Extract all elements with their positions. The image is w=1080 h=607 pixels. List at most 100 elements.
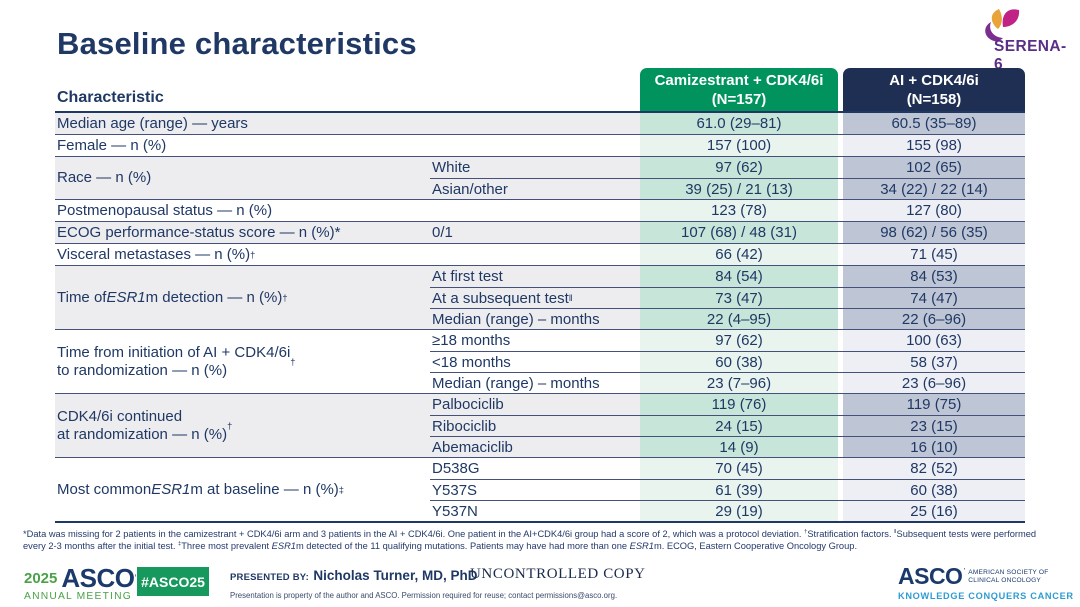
table-group: ECOG performance-status score — n (%)* 0/… xyxy=(55,221,1025,243)
value-ai: 23 (15) xyxy=(843,416,1025,436)
characteristic-label: Female — n (%) xyxy=(55,135,430,156)
table-group: Most common ESR1 m at baseline — n (%) ‡ D5… xyxy=(55,457,1025,521)
table-group: Time from initiation of AI + CDK4/6i to r… xyxy=(55,329,1025,393)
value-camizestrant: 107 (68) / 48 (31) xyxy=(640,222,838,243)
value-camizestrant: 70 (45) xyxy=(640,458,838,479)
hashtag-badge: #ASCO25 xyxy=(137,567,209,596)
column-gap xyxy=(838,157,843,178)
value-camizestrant: 157 (100) xyxy=(640,135,838,156)
group-rows: At first test 84 (54) 84 (53) At a subseque… xyxy=(430,266,1025,329)
permission-note: Presentation is property of the author a… xyxy=(230,591,618,600)
column-header-label: AI + CDK4/6i xyxy=(889,71,979,89)
characteristic-label: ECOG performance-status score — n (%)* xyxy=(55,222,430,243)
column-gap xyxy=(838,480,843,500)
registered-mark: ’ xyxy=(963,567,966,576)
value-camizestrant: 73 (47) xyxy=(640,288,838,308)
table-row: At a subsequent test ‖ 73 (47) 74 (47) xyxy=(430,287,1025,308)
table-row: Y537S 61 (39) 60 (38) xyxy=(430,479,1025,500)
asco-society-line-2: CLINICAL ONCOLOGY xyxy=(968,576,1042,584)
value-ai: 127 (80) xyxy=(843,200,1025,221)
characteristic-label: Race — n (%) xyxy=(55,157,430,199)
table-row: At first test 84 (54) 84 (53) xyxy=(430,266,1025,287)
characteristic-label: Postmenopausal status — n (%) xyxy=(55,200,430,221)
column-gap xyxy=(838,309,843,329)
sub-label: 0/1 xyxy=(430,222,640,243)
value-camizestrant: 22 (4–95) xyxy=(640,309,838,329)
asco-org-logo: ASCO ’ AMERICAN SOCIETY OF CLINICAL ONCO… xyxy=(898,563,1074,601)
column-gap xyxy=(838,179,843,199)
table-row: Ribociclib 24 (15) 23 (15) xyxy=(430,415,1025,436)
group-rows: White 97 (62) 102 (65) Asian/other 39 (25) /… xyxy=(430,157,1025,199)
value-ai: 60.5 (35–89) xyxy=(843,113,1025,134)
value-ai: 71 (45) xyxy=(843,244,1025,265)
value-ai: 22 (6–96) xyxy=(843,309,1025,329)
column-gap xyxy=(838,501,843,521)
table-row: <18 months 60 (38) 58 (37) xyxy=(430,351,1025,372)
characteristic-label: Time from initiation of AI + CDK4/6i to r… xyxy=(55,330,430,393)
value-ai: 23 (6–96) xyxy=(843,373,1025,393)
sub-label: Asian/other xyxy=(430,179,640,199)
value-camizestrant: 60 (38) xyxy=(640,352,838,372)
sub-label: At a subsequent test ‖ xyxy=(430,288,640,308)
characteristic-label: Median age (range) — years xyxy=(55,113,430,134)
footnotes: *Data was missing for 2 patients in the … xyxy=(23,529,1063,552)
group-rows: ≥18 months 97 (62) 100 (63) <18 months 60 (3… xyxy=(430,330,1025,393)
asco-society-lines: AMERICAN SOCIETY OF CLINICAL ONCOLOGY xyxy=(968,569,1048,584)
value-ai: 60 (38) xyxy=(843,480,1025,500)
column-gap xyxy=(838,373,843,393)
presenter-name: Nicholas Turner, MD, PhD xyxy=(313,568,478,583)
characteristic-label: Time of ESR1 m detection — n (%) † xyxy=(55,266,430,329)
characteristic-label: CDK4/6i continued at randomization — n (%… xyxy=(55,394,430,457)
column-gap xyxy=(838,113,843,134)
baseline-characteristics-table: Characteristic Camizestrant + CDK4/6i (N… xyxy=(55,67,1025,523)
group-rows: D538G 70 (45) 82 (52) Y537S 61 (39) 60 (38) Y5… xyxy=(430,458,1025,521)
value-camizestrant: 29 (19) xyxy=(640,501,838,521)
value-camizestrant: 123 (78) xyxy=(640,200,838,221)
table-body: Median age (range) — years 61.0 (29–81) 60… xyxy=(55,111,1025,523)
sub-label: D538G xyxy=(430,458,640,479)
group-rows: 157 (100) 155 (98) xyxy=(430,135,1025,156)
sub-label: <18 months xyxy=(430,352,640,372)
sub-label xyxy=(430,113,640,134)
column-header-camizestrant: Camizestrant + CDK4/6i (N=157) xyxy=(640,68,838,111)
value-ai: 82 (52) xyxy=(843,458,1025,479)
column-gap xyxy=(838,394,843,415)
value-ai: 58 (37) xyxy=(843,352,1025,372)
meeting-year: 2025 xyxy=(24,569,58,587)
table-row: Asian/other 39 (25) / 21 (13) 34 (22) / 22… xyxy=(430,178,1025,199)
value-camizestrant: 14 (9) xyxy=(640,437,838,457)
group-rows: Palbociclib 119 (76) 119 (75) Ribociclib 24 … xyxy=(430,394,1025,457)
column-header-n: (N=158) xyxy=(906,90,962,108)
table-row: Y537N 29 (19) 25 (16) xyxy=(430,500,1025,521)
table-row: 157 (100) 155 (98) xyxy=(430,135,1025,156)
column-gap xyxy=(838,222,843,243)
table-row: 66 (42) 71 (45) xyxy=(430,244,1025,265)
table-group: Median age (range) — years 61.0 (29–81) 60… xyxy=(55,113,1025,134)
value-ai: 98 (62) / 56 (35) xyxy=(843,222,1025,243)
value-ai: 84 (53) xyxy=(843,266,1025,287)
table-group: Visceral metastases — n (%) † 66 (42) 71 (4… xyxy=(55,243,1025,265)
sub-label: Ribociclib xyxy=(430,416,640,436)
serena-logo-text: SERENA-6 xyxy=(994,38,1067,73)
footnote-line-2: every 2-3 months after the initial test.… xyxy=(23,540,858,551)
value-ai: 119 (75) xyxy=(843,394,1025,415)
sub-label: Median (range) – months xyxy=(430,373,640,393)
table-row: Abemaciclib 14 (9) 16 (10) xyxy=(430,436,1025,457)
uncontrolled-copy-watermark: UNCONTROLLED COPY xyxy=(470,566,646,582)
presenter-block: PRESENTED BY: Nicholas Turner, MD, PhD P… xyxy=(230,567,618,600)
table-group: CDK4/6i continued at randomization — n (%… xyxy=(55,393,1025,457)
value-camizestrant: 61 (39) xyxy=(640,480,838,500)
group-rows: 123 (78) 127 (80) xyxy=(430,200,1025,221)
value-camizestrant: 24 (15) xyxy=(640,416,838,436)
footer: 2025 ASCO ’ ANNUAL MEETING #ASCO25 PRESE… xyxy=(0,560,1080,607)
column-gap xyxy=(838,437,843,457)
table-group: Female — n (%) 157 (100) 155 (98) xyxy=(55,134,1025,156)
asco-tagline: KNOWLEDGE CONQUERS CANCER xyxy=(898,591,1074,601)
serena-flower-icon xyxy=(985,9,1020,42)
group-rows: 61.0 (29–81) 60.5 (35–89) xyxy=(430,113,1025,134)
table-group: Race — n (%) White 97 (62) 102 (65) Asian/ot… xyxy=(55,156,1025,199)
registered-mark: ’ xyxy=(134,572,137,583)
column-gap xyxy=(838,244,843,265)
sub-label: Y537S xyxy=(430,480,640,500)
value-ai: 155 (98) xyxy=(843,135,1025,156)
